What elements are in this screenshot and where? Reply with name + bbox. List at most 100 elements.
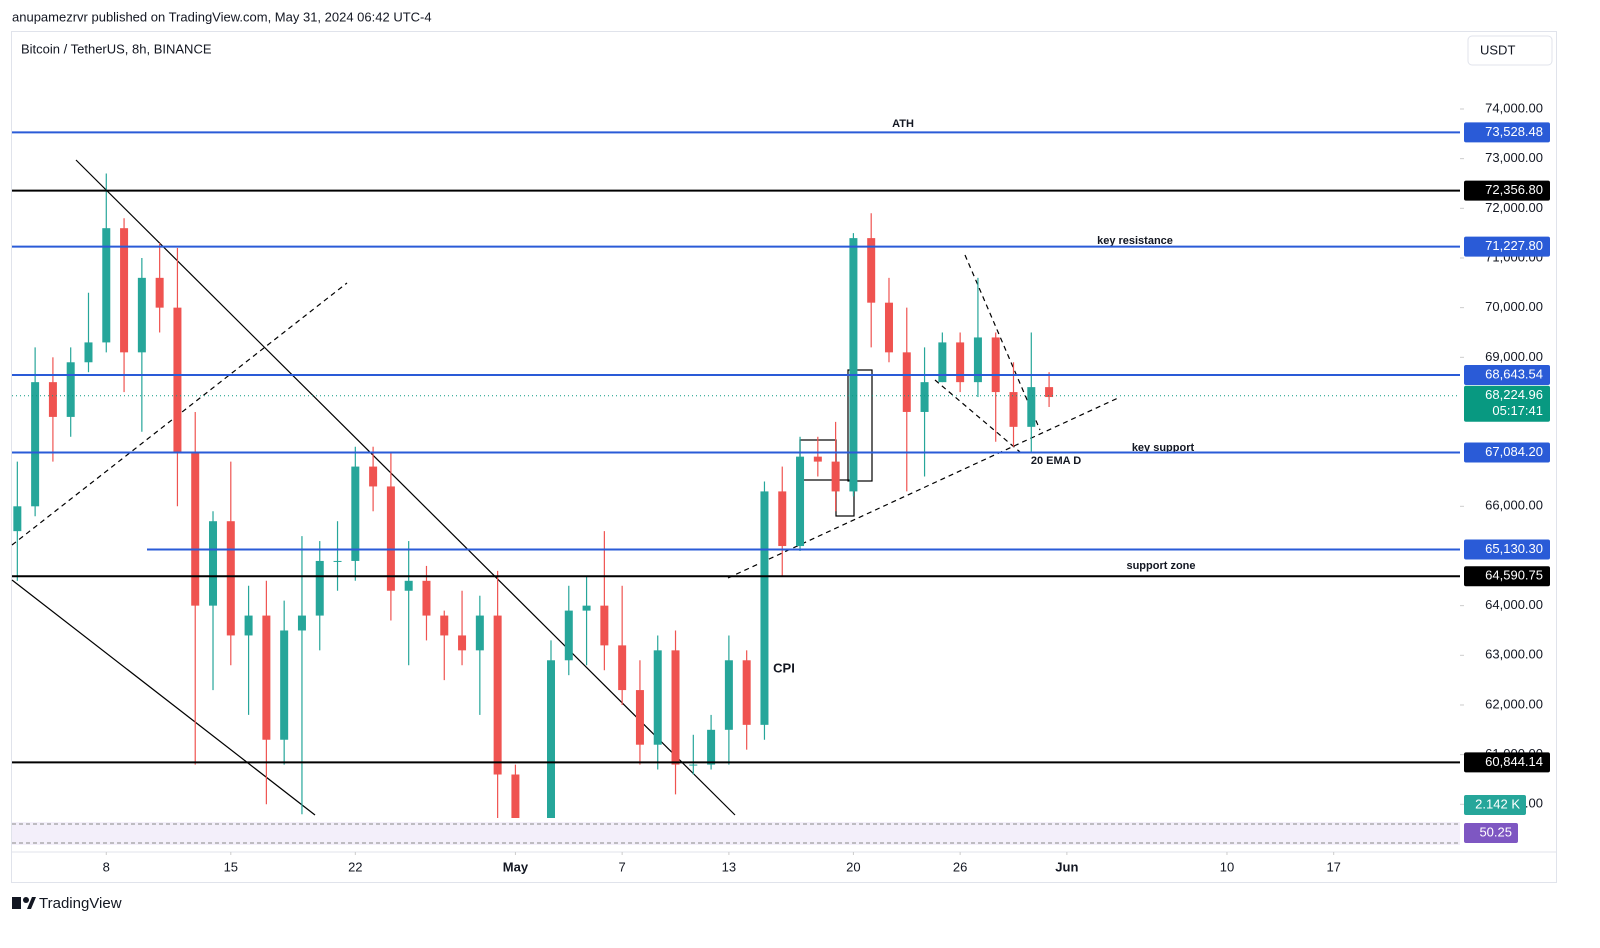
candle-body xyxy=(475,615,484,651)
x-tick-label: 26 xyxy=(953,859,967,874)
x-tick-label: 7 xyxy=(619,859,626,874)
trendline xyxy=(934,379,1021,453)
level-label-bg xyxy=(1464,122,1550,143)
level-label: 64,590.75 xyxy=(1485,568,1543,583)
candle-body xyxy=(13,506,22,532)
candle-body xyxy=(742,660,751,725)
x-tick-label: 10 xyxy=(1220,859,1234,874)
level-label: 60,844.14 xyxy=(1485,754,1543,769)
trendline xyxy=(727,397,1119,579)
candle-body xyxy=(1027,387,1036,427)
candle-body xyxy=(102,228,111,343)
y-tick-label: 69,000.00 xyxy=(1485,349,1543,364)
candle-body xyxy=(760,491,769,725)
y-tick-label: 74,000.00 xyxy=(1485,100,1543,115)
candle-body xyxy=(635,690,644,745)
candle-body xyxy=(315,560,324,616)
box xyxy=(847,369,873,482)
level-label-bg xyxy=(1464,365,1550,386)
candle-body xyxy=(84,342,93,363)
candle-body xyxy=(813,456,822,462)
candle-body xyxy=(884,302,893,353)
candle-body xyxy=(173,307,182,452)
candle-body xyxy=(938,342,947,383)
level-label: 68,643.54 xyxy=(1485,366,1543,381)
annotation: support zone xyxy=(1126,560,1195,572)
y-tick-label: 63,000.00 xyxy=(1485,647,1543,662)
x-tick-label: 15 xyxy=(224,859,238,874)
candle-body xyxy=(209,521,218,606)
trendline xyxy=(75,159,736,816)
candle-body xyxy=(386,486,395,591)
candle-body xyxy=(369,466,378,487)
level-label-bg xyxy=(1464,539,1550,560)
candle-body xyxy=(991,337,1000,393)
candles xyxy=(13,173,1054,818)
candle-body xyxy=(778,491,787,547)
candle-body xyxy=(351,466,360,561)
brand-logo xyxy=(12,897,36,909)
rsi-pane xyxy=(12,822,1460,845)
candle-body xyxy=(582,605,591,611)
candle-body xyxy=(973,337,982,383)
candle-body xyxy=(297,615,306,631)
candle-body xyxy=(671,650,680,765)
annotation: 20 EMA D xyxy=(1031,455,1081,467)
candle-body xyxy=(831,461,840,492)
candle-body xyxy=(511,774,520,818)
candle-body xyxy=(226,521,235,636)
candle-body xyxy=(440,615,449,636)
candle-body xyxy=(849,238,858,492)
annotation: ATH xyxy=(892,118,914,130)
x-tick-label: 13 xyxy=(722,859,736,874)
currency-button[interactable] xyxy=(1467,35,1553,66)
candle-body xyxy=(600,605,609,646)
frame xyxy=(11,31,1557,883)
annotation: key resistance xyxy=(1097,235,1173,247)
candle-body xyxy=(1045,387,1054,398)
y-tick-label: 72,000.00 xyxy=(1485,200,1543,215)
level-label: 72,356.80 xyxy=(1485,182,1543,197)
candle-body xyxy=(120,228,129,353)
candle-body xyxy=(137,277,146,353)
candle-body xyxy=(546,660,555,818)
candle-body xyxy=(422,580,431,616)
level-label-bg xyxy=(1464,236,1550,257)
candle-body xyxy=(920,382,929,412)
level-label-bg xyxy=(1464,566,1550,587)
candle-body xyxy=(262,615,271,740)
countdown: 05:17:41 xyxy=(1492,403,1543,418)
candle-body xyxy=(458,635,467,651)
y-tick-label: 73,000.00 xyxy=(1485,150,1543,165)
volume-badge-bg xyxy=(1464,795,1526,815)
candle-body xyxy=(707,729,716,765)
last-price-bg xyxy=(1464,385,1550,422)
candle-body xyxy=(867,238,876,303)
candle-body xyxy=(1009,392,1018,427)
candle-body xyxy=(191,451,200,606)
x-tick-label: 8 xyxy=(103,859,110,874)
candle-body xyxy=(564,610,573,661)
rsi-badge: 50.25 xyxy=(1479,824,1512,839)
level-label-bg xyxy=(1464,752,1550,773)
candle-body xyxy=(66,362,75,417)
y-tick-label: 70,000.00 xyxy=(1485,299,1543,314)
x-tick-label: 22 xyxy=(348,859,362,874)
candle-body xyxy=(493,615,502,775)
candle-body xyxy=(796,456,805,547)
candle-body xyxy=(956,342,965,383)
candle-body xyxy=(653,650,662,745)
candle-body xyxy=(404,580,413,591)
candle-body xyxy=(155,277,164,308)
x-tick-label: May xyxy=(503,859,529,874)
candle-body xyxy=(724,660,733,730)
volume-badge: 2.142 K xyxy=(1475,796,1520,811)
y-tick-label: 64,000.00 xyxy=(1485,597,1543,612)
candle-body xyxy=(31,382,40,507)
last-price: 68,224.96 xyxy=(1485,387,1543,402)
currency: USDT xyxy=(1480,42,1515,57)
published-line: anupamezrvr published on TradingView.com… xyxy=(12,9,432,24)
trendline xyxy=(11,579,316,816)
